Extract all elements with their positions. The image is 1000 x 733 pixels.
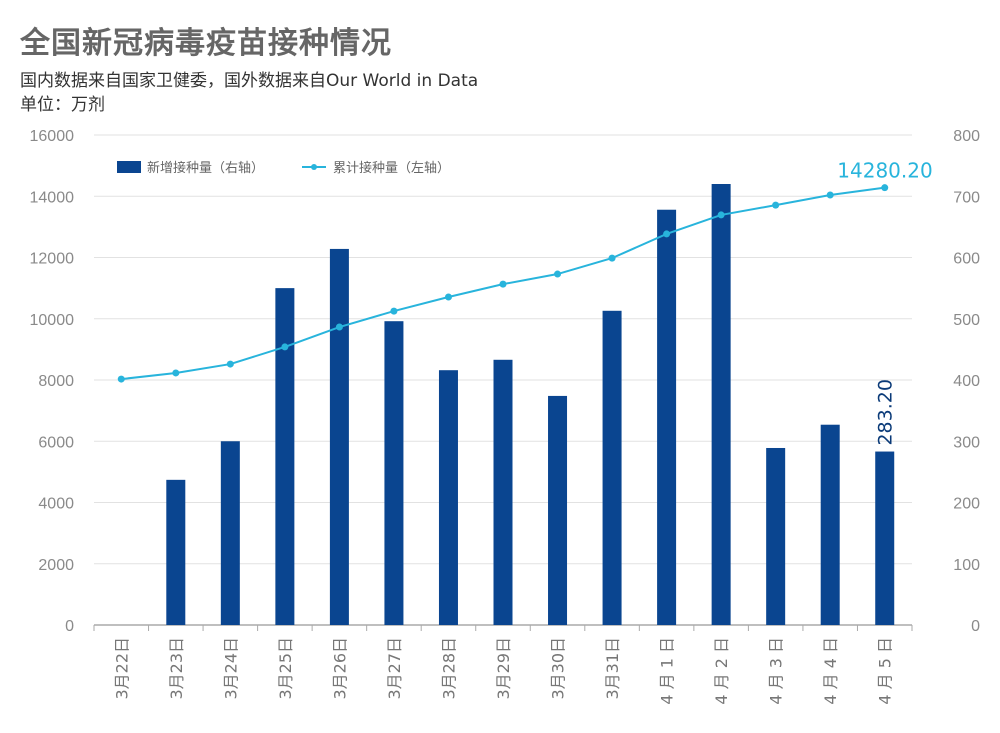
chart-title: 全国新冠病毒疫苗接种情况 [20,26,392,61]
right-tick-label: 0 [971,618,980,635]
unit-label: 单位：万剂 [20,95,105,115]
left-tick-label: 8000 [38,373,74,390]
line-point [444,293,452,301]
bar [220,441,240,625]
x-tick-label: 3月23日 [167,637,186,700]
right-tick-label: 800 [953,128,980,145]
line-point [172,369,180,377]
left-tick-label: 14000 [30,189,75,206]
x-tick-label: 3月26日 [330,637,349,700]
bar [166,479,186,625]
x-tick-label: 3月28日 [439,637,458,700]
x-tick-label: 3月24日 [221,637,240,700]
right-tick-label: 100 [953,557,980,574]
x-tick-label: 3月31日 [603,637,622,700]
bar [657,209,677,625]
line-point [281,343,289,351]
line-point [226,360,234,368]
bar [493,359,513,625]
line-point [335,323,343,331]
legend-bar-swatch [117,161,141,173]
left-tick-label: 10000 [30,312,75,329]
left-tick-label: 0 [65,618,74,635]
bar [766,447,786,625]
line-point [499,280,507,288]
bar [548,395,568,625]
bar-data-label: 283.20 [875,379,897,445]
left-tick-label: 2000 [38,557,74,574]
cumulative-data-label: 14280.20 [837,159,932,183]
line-point [117,375,125,383]
bar [711,184,731,625]
line-point [717,211,725,219]
x-tick-label: 3月25日 [276,637,295,700]
chart-subtitle: 国内数据来自国家卫健委，国外数据来自Our World in Data [20,71,479,91]
x-tick-label: 4 月 3 日 [767,637,786,705]
bar [820,424,840,625]
line-point [608,254,616,262]
bar [275,288,295,625]
x-tick-label: 3月29日 [494,637,513,700]
right-tick-label: 700 [953,189,980,206]
left-tick-label: 16000 [30,128,75,145]
x-tick-label: 4 月 4 日 [821,637,840,705]
legend-line-marker [311,164,317,170]
line-point [663,230,671,238]
line-point [772,201,780,209]
legend-label: 新增接种量（右轴） [147,160,264,176]
left-tick-label: 4000 [38,496,74,513]
bar [329,248,349,626]
line-point [554,270,562,278]
line-point [390,307,398,315]
right-tick-label: 500 [953,312,980,329]
bar [875,451,895,625]
x-tick-label: 4 月 2 日 [712,637,731,705]
line-point [881,184,889,192]
right-tick-label: 400 [953,373,980,390]
line-point [826,191,834,199]
x-tick-label: 3月22日 [112,637,131,700]
bar [384,321,404,625]
x-tick-label: 3月30日 [549,637,568,700]
right-tick-label: 200 [953,496,980,513]
bar [602,310,622,625]
left-tick-label: 6000 [38,434,74,451]
legend-label: 累计接种量（左轴） [333,160,450,176]
left-tick-label: 12000 [30,251,75,268]
x-tick-label: 4 月 1 日 [658,637,677,705]
x-tick-label: 4 月 5 日 [876,637,895,705]
x-tick-label: 3月27日 [385,637,404,700]
bar [438,370,458,625]
right-tick-label: 300 [953,434,980,451]
right-tick-label: 600 [953,251,980,268]
